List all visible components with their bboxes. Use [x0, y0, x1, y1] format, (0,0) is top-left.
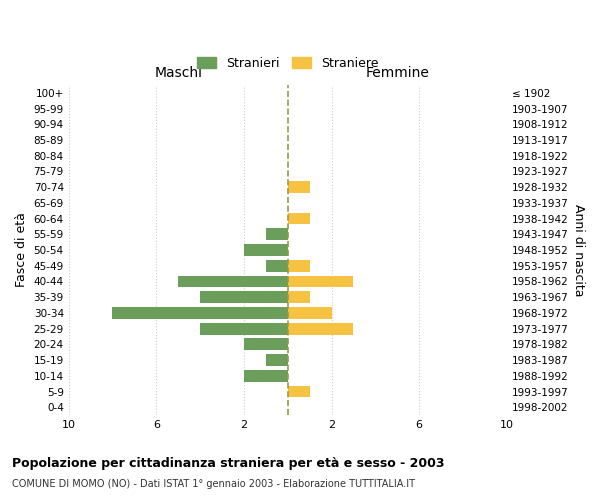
- Bar: [287, 292, 310, 303]
- Bar: [287, 212, 310, 224]
- Bar: [287, 307, 331, 319]
- Legend: Stranieri, Straniere: Stranieri, Straniere: [192, 52, 383, 74]
- Text: Popolazione per cittadinanza straniera per età e sesso - 2003: Popolazione per cittadinanza straniera p…: [12, 458, 445, 470]
- Bar: [178, 276, 287, 287]
- Bar: [287, 386, 310, 398]
- Y-axis label: Anni di nascita: Anni di nascita: [572, 204, 585, 296]
- Bar: [244, 338, 287, 350]
- Bar: [266, 228, 287, 240]
- Bar: [266, 354, 287, 366]
- Bar: [287, 276, 353, 287]
- Bar: [287, 323, 353, 334]
- Bar: [244, 244, 287, 256]
- Y-axis label: Fasce di età: Fasce di età: [15, 212, 28, 288]
- Bar: [287, 260, 310, 272]
- Bar: [287, 182, 310, 193]
- Text: COMUNE DI MOMO (NO) - Dati ISTAT 1° gennaio 2003 - Elaborazione TUTTITALIA.IT: COMUNE DI MOMO (NO) - Dati ISTAT 1° genn…: [12, 479, 415, 489]
- Bar: [266, 260, 287, 272]
- Bar: [200, 323, 287, 334]
- Bar: [244, 370, 287, 382]
- Bar: [112, 307, 287, 319]
- Text: Femmine: Femmine: [365, 66, 429, 80]
- Bar: [200, 292, 287, 303]
- Text: Maschi: Maschi: [154, 66, 202, 80]
